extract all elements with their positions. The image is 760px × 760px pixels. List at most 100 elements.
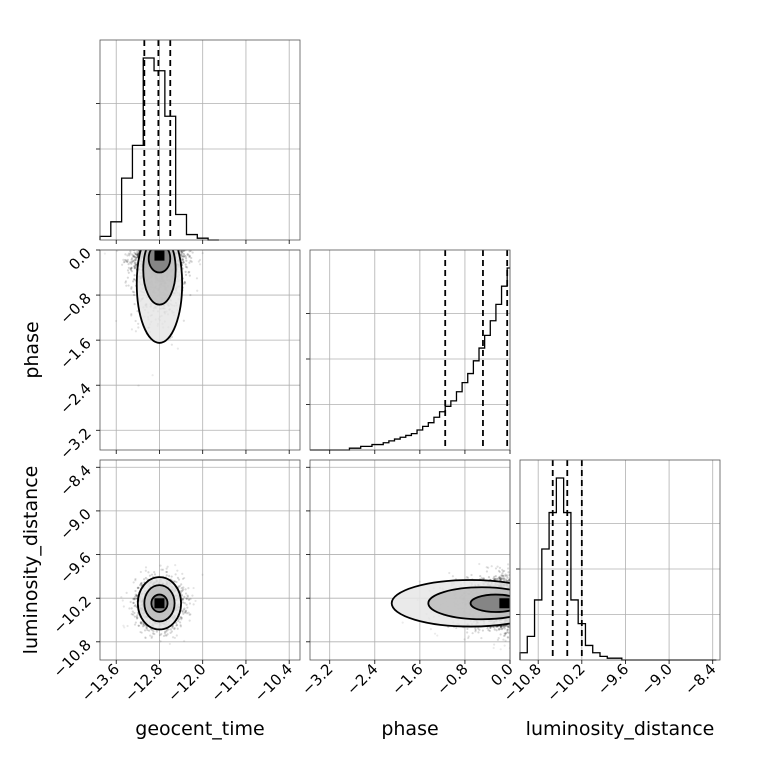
joint-geocent_time-luminosity_distance-sample	[170, 575, 173, 578]
joint-phase-luminosity_distance-panel	[306, 459, 511, 664]
joint-phase-luminosity_distance-sample	[498, 570, 501, 573]
joint-geocent_time-phase-sample	[130, 314, 133, 317]
joint-phase-luminosity_distance-sample	[498, 577, 501, 581]
joint-geocent_time-luminosity_distance-sample	[140, 622, 143, 625]
joint-geocent_time-phase-sample	[189, 250, 192, 252]
joint-geocent_time-luminosity_distance-sample	[141, 625, 145, 628]
joint-geocent_time-phase-sample	[130, 328, 134, 331]
joint-phase-luminosity_distance-sample	[503, 569, 506, 573]
joint-phase-luminosity_distance-contour-0	[390, 579, 510, 628]
joint-phase-luminosity_distance-sample	[489, 626, 492, 630]
joint-geocent_time-phase-sample	[122, 261, 126, 264]
joint-geocent_time-phase-sample	[132, 255, 135, 258]
joint-geocent_time-luminosity_distance-sample	[123, 626, 126, 629]
joint-geocent_time-luminosity_distance-sample	[152, 630, 155, 633]
joint-geocent_time-luminosity_distance-sample	[171, 625, 174, 628]
joint-phase-luminosity_distance-sample	[488, 629, 491, 633]
joint-phase-luminosity_distance-sample	[504, 632, 507, 635]
joint-geocent_time-phase-sample	[182, 250, 186, 252]
joint-geocent_time-luminosity_distance-sample	[137, 586, 140, 589]
joint-geocent_time-phase-sample	[185, 259, 188, 262]
marginal-frame-luminosity_distance	[519, 459, 721, 661]
joint-phase-luminosity_distance-sample	[490, 565, 493, 568]
joint-geocent_time-luminosity_distance-sample	[175, 623, 179, 627]
joint-phase-luminosity_distance-sample	[492, 577, 495, 580]
marginal-panel-luminosity_distance	[516, 459, 721, 664]
joint-phase-luminosity_distance-sample	[493, 628, 496, 631]
joint-geocent_time-phase-sample	[127, 271, 130, 274]
joint-geocent_time-luminosity_distance-sample	[184, 609, 188, 612]
joint-phase-luminosity_distance-sample	[504, 624, 507, 628]
joint-geocent_time-luminosity_distance-sample	[194, 599, 197, 603]
joint-phase-luminosity_distance-density-peak	[499, 598, 510, 609]
joint-phase-luminosity_distance-sample	[507, 571, 510, 574]
joint-geocent_time-luminosity_distance-sample	[180, 587, 183, 590]
joint-geocent_time-luminosity_distance-sample	[165, 630, 168, 633]
joint-geocent_time-luminosity_distance-sample	[191, 594, 194, 597]
joint-phase-luminosity_distance-sample	[499, 648, 502, 651]
joint-geocent_time-luminosity_distance-sample	[133, 604, 136, 608]
joint-geocent_time-phase-sample	[170, 343, 173, 346]
joint-phase-luminosity_distance-sample	[504, 639, 507, 642]
joint-phase-luminosity_distance-sample	[505, 631, 508, 635]
joint-phase-luminosity_distance-sample	[500, 574, 504, 577]
joint-geocent_time-phase-sample	[133, 293, 136, 297]
joint-phase-luminosity_distance-sample	[508, 578, 510, 581]
joint-geocent_time-phase-sample	[182, 259, 185, 262]
ytick-label-luminosity_distance: −10.8	[50, 636, 95, 681]
joint-geocent_time-phase-sample	[196, 289, 199, 292]
joint-geocent_time-phase-sample	[125, 260, 129, 263]
joint-geocent_time-phase-sample	[132, 278, 136, 281]
joint-phase-luminosity_distance-sample	[487, 576, 491, 579]
joint-phase-luminosity_distance-sample	[502, 574, 505, 577]
joint-geocent_time-luminosity_distance-sample	[171, 636, 175, 639]
joint-geocent_time-luminosity_distance-sample	[165, 574, 168, 577]
joint-phase-luminosity_distance-sample	[502, 570, 505, 573]
joint-phase-luminosity_distance-sample	[477, 631, 480, 634]
joint-geocent_time-luminosity_distance-sample	[139, 621, 142, 624]
joint-phase-luminosity_distance-sample	[508, 625, 510, 629]
xaxis-label-phase: phase	[381, 718, 438, 740]
joint-geocent_time-luminosity_distance-sample	[153, 571, 156, 574]
joint-phase-luminosity_distance-sample	[480, 636, 483, 640]
joint-geocent_time-luminosity_distance-sample	[139, 622, 143, 625]
joint-phase-luminosity_distance-sample	[486, 627, 489, 630]
xaxis-label-luminosity_distance: luminosity_distance	[526, 718, 715, 740]
joint-geocent_time-luminosity_distance-sample	[173, 627, 176, 630]
joint-geocent_time-phase-sample	[129, 267, 132, 271]
joint-phase-luminosity_distance-sample	[499, 577, 502, 580]
joint-geocent_time-phase-sample	[128, 254, 131, 257]
joint-geocent_time-phase-density-level-2	[148, 250, 171, 273]
joint-geocent_time-luminosity_distance-sample	[181, 609, 184, 612]
joint-geocent_time-phase-sample	[126, 258, 129, 262]
joint-geocent_time-phase-sample	[126, 269, 130, 272]
joint-phase-luminosity_distance-sample	[467, 636, 470, 640]
xtick-label-phase: −1.6	[388, 660, 426, 698]
joint-geocent_time-luminosity_distance-sample	[143, 629, 147, 632]
joint-geocent_time-phase-sample	[186, 253, 189, 256]
joint-geocent_time-luminosity_distance-sample	[180, 616, 184, 620]
joint-geocent_time-phase-sample	[132, 254, 135, 258]
joint-geocent_time-luminosity_distance-sample	[185, 597, 188, 600]
joint-geocent_time-luminosity_distance-sample	[125, 591, 128, 594]
joint-geocent_time-phase-sample	[128, 261, 132, 264]
joint-geocent_time-luminosity_distance-sample	[122, 624, 125, 627]
joint-geocent_time-luminosity_distance-sample	[130, 607, 133, 610]
joint-geocent_time-phase-sample	[135, 253, 138, 256]
joint-phase-luminosity_distance-sample	[507, 579, 510, 582]
joint-geocent_time-luminosity_distance-sample	[136, 586, 139, 590]
joint-geocent_time-phase-sample	[135, 256, 138, 259]
joint-geocent_time-phase-sample	[181, 258, 185, 261]
joint-geocent_time-luminosity_distance-sample	[184, 610, 187, 613]
joint-geocent_time-phase-sample	[184, 255, 187, 258]
joint-phase-luminosity_distance-sample	[497, 628, 501, 631]
joint-phase-luminosity_distance-sample	[503, 632, 506, 635]
joint-geocent_time-luminosity_distance-sample	[136, 586, 140, 589]
joint-phase-luminosity_distance-sample	[501, 627, 504, 630]
joint-phase-luminosity_distance-sample	[500, 578, 503, 581]
joint-phase-luminosity_distance-sample	[504, 573, 507, 576]
xtick-label-geocent_time: −12.8	[121, 660, 166, 705]
joint-phase-luminosity_distance-sample	[429, 628, 432, 631]
ytick-label-luminosity_distance: −9.0	[56, 505, 94, 543]
joint-geocent_time-luminosity_distance-sample	[134, 595, 137, 598]
